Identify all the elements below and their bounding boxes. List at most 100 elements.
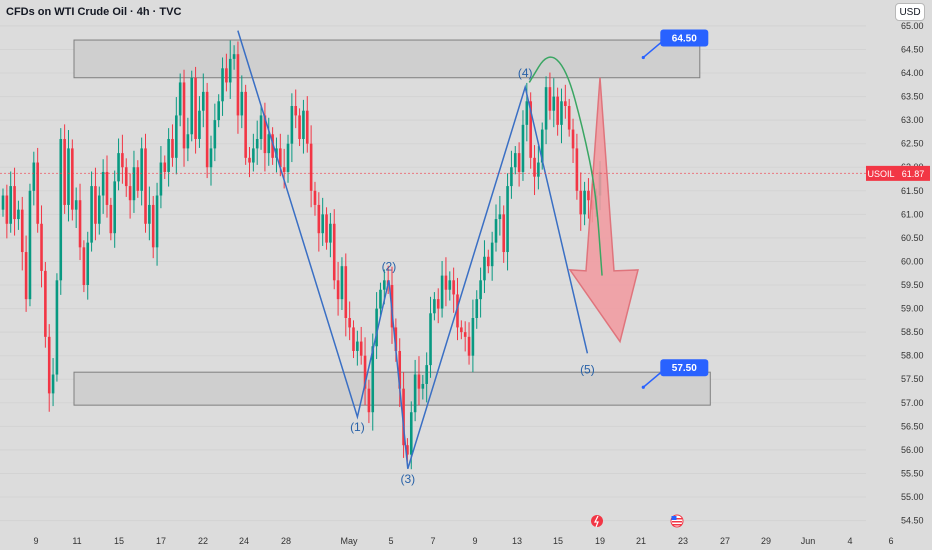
candle-body — [367, 388, 371, 413]
candle-body — [340, 266, 344, 300]
candle-body — [159, 162, 163, 196]
candle-body — [282, 167, 286, 172]
wave-label: (4) — [518, 66, 533, 80]
callout-dot — [641, 385, 645, 389]
candle-body — [344, 266, 348, 318]
candle-body — [94, 186, 97, 224]
candle-body — [148, 204, 151, 224]
candle-body — [298, 115, 301, 139]
x-tick-label: 23 — [678, 536, 688, 546]
candle-body — [394, 327, 398, 351]
y-tick-label: 56.00 — [901, 445, 924, 455]
candle-body — [583, 190, 586, 215]
candle-body — [406, 445, 409, 455]
candle-body — [498, 214, 502, 220]
candle-body — [121, 153, 124, 168]
candle-body — [375, 308, 378, 347]
callout-leader — [642, 370, 663, 388]
y-tick-label: 58.50 — [901, 327, 924, 337]
candle-body — [329, 223, 332, 243]
candle-body — [413, 374, 417, 413]
chart-title: CFDs on WTI Crude Oil · 4h · TVC — [6, 6, 182, 18]
candle-body — [313, 190, 317, 205]
candle-body — [479, 280, 482, 300]
target-label: 57.50 — [672, 363, 697, 374]
candlestick-series — [1, 40, 602, 470]
candle-body — [171, 138, 174, 158]
candle-body — [63, 138, 66, 205]
event-icons[interactable] — [591, 514, 684, 528]
elliott-wave-lines — [237, 30, 589, 469]
candle-body — [105, 171, 109, 205]
target-badge[interactable] — [660, 29, 709, 47]
candle-body — [74, 200, 78, 210]
candle-body — [302, 110, 305, 139]
wave-label: (2) — [382, 259, 397, 273]
candle-body — [321, 214, 324, 234]
candle-body — [336, 280, 340, 300]
dividend-icon[interactable] — [591, 515, 603, 527]
elliott-wave-labels: (1) (2) (3) (4) (5) — [350, 66, 595, 486]
x-tick-label: May — [340, 536, 358, 546]
candle-body — [36, 162, 39, 224]
y-tick-label: 59.50 — [901, 280, 924, 290]
projection-arc-path — [528, 56, 603, 276]
x-tick-label: 4 — [847, 536, 852, 546]
candle-body — [398, 350, 402, 389]
y-tick-label: 62.50 — [901, 139, 924, 149]
price-badges: USOIL 61.87 — [866, 165, 930, 181]
price-axis-bg — [866, 0, 932, 550]
candle-body — [436, 299, 440, 309]
x-tick-label: 5 — [388, 536, 393, 546]
wave-path — [237, 30, 589, 469]
candle-body — [86, 242, 90, 286]
candle-body — [236, 54, 240, 116]
candle-body — [494, 219, 498, 243]
candle-body — [82, 247, 86, 286]
currency-button[interactable]: USD — [895, 3, 925, 21]
candle-body — [155, 195, 159, 248]
y-tick-label: 60.50 — [901, 233, 924, 243]
candle-body — [332, 223, 336, 281]
projection-arc — [528, 56, 603, 276]
candle-body — [255, 138, 259, 149]
x-tick-label: 27 — [720, 536, 730, 546]
x-tick-label: 15 — [114, 536, 124, 546]
candle-body — [409, 412, 413, 455]
candle-body — [433, 299, 436, 314]
candle-body — [267, 134, 271, 154]
candle-body — [1, 195, 5, 210]
candle-body — [417, 374, 421, 389]
candle-body — [132, 167, 136, 201]
target-label: 64.50 — [672, 33, 697, 44]
candle-body — [190, 77, 194, 135]
y-tick-label: 64.50 — [901, 44, 924, 54]
price-axis[interactable]: 65.0064.5064.0063.5063.0062.5062.0061.50… — [866, 0, 932, 550]
candle-body — [429, 313, 432, 366]
y-tick-label: 63.00 — [901, 115, 924, 125]
time-axis[interactable]: 9 11 15 17 22 24 28 May 5 7 9 13 15 19 21 23 27 29 Jun 4 6 — [33, 536, 893, 546]
candle-body — [217, 101, 220, 121]
y-tick-label: 64.00 — [901, 68, 924, 78]
candle-body — [47, 336, 51, 394]
symbol-badge — [866, 165, 896, 181]
candle-body — [567, 106, 571, 130]
candle-body — [252, 148, 255, 163]
candle-body — [510, 167, 513, 187]
candle-body — [151, 204, 155, 248]
candle-body — [556, 96, 559, 125]
y-tick-label: 56.50 — [901, 421, 924, 431]
candle-body — [517, 153, 521, 172]
candle-body — [579, 190, 583, 215]
last-price-badge — [896, 165, 930, 181]
candle-body — [90, 186, 93, 243]
candle-body — [402, 388, 405, 446]
support-zone — [73, 371, 711, 406]
candle-body — [13, 186, 16, 220]
grid-lines — [0, 25, 866, 522]
target-badge[interactable] — [660, 359, 709, 377]
candle-body — [448, 280, 452, 290]
candle-body — [348, 318, 351, 328]
candle-body — [363, 355, 367, 389]
